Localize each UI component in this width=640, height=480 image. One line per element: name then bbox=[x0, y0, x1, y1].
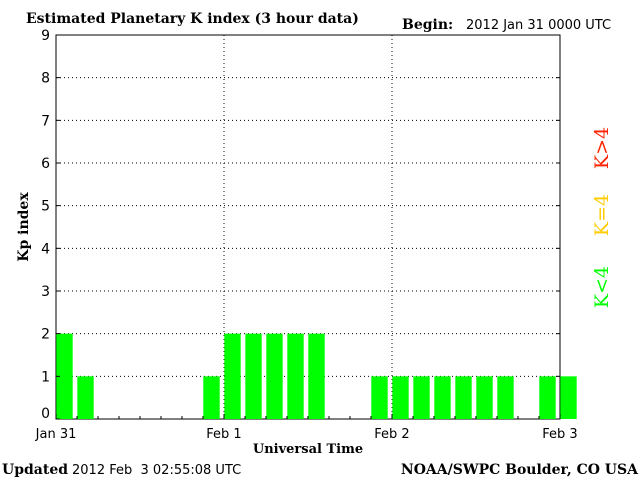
kp-bar bbox=[560, 376, 577, 419]
kp-bar bbox=[392, 376, 409, 419]
y-tick-label: 4 bbox=[41, 241, 50, 257]
y-tick-label: 9 bbox=[41, 28, 50, 44]
kp-bar bbox=[77, 376, 94, 419]
x-tick-label: Feb 1 bbox=[206, 427, 241, 442]
y-ticks: 0 1 2 3 4 5 6 7 8 9 bbox=[41, 28, 560, 422]
kp-bar bbox=[413, 376, 430, 419]
kp-bar bbox=[434, 376, 451, 419]
y-tick-label: 0 bbox=[41, 406, 50, 422]
x-tick-label: Feb 2 bbox=[374, 427, 409, 442]
kp-bar bbox=[224, 333, 241, 419]
kp-bar bbox=[308, 333, 325, 419]
kp-bar bbox=[476, 376, 493, 419]
y-tick-label: 5 bbox=[41, 199, 50, 215]
plot-frame bbox=[55, 34, 561, 420]
y-tick-label: 2 bbox=[41, 327, 50, 343]
grid bbox=[56, 35, 560, 419]
y-tick-label: 6 bbox=[41, 156, 50, 172]
begin-label: Begin: bbox=[402, 17, 453, 33]
kp-bar bbox=[245, 333, 262, 419]
y-tick-label: 7 bbox=[41, 113, 50, 129]
y-tick-label: 8 bbox=[41, 71, 50, 87]
kp-bar bbox=[371, 376, 388, 419]
bars bbox=[56, 333, 577, 419]
legend-item: K=4 bbox=[591, 194, 613, 236]
x-ticks: Jan 31 Feb 1 Feb 2 Feb 3 bbox=[35, 414, 578, 442]
begin-value: 2012 Jan 31 0000 UTC bbox=[466, 18, 611, 33]
legend: K<4 K=4 K>4 bbox=[591, 127, 613, 308]
kp-bar bbox=[287, 333, 304, 419]
x-tick-label: Jan 31 bbox=[35, 427, 77, 442]
plot-area: 0 1 2 3 4 5 6 7 8 9 Jan 31 Feb 1 Feb 2 Feb 3 bbox=[35, 28, 578, 442]
x-tick-label: Feb 3 bbox=[542, 427, 577, 442]
kp-bar bbox=[203, 376, 220, 419]
source-credit: NOAA/SWPC Boulder, CO USA bbox=[401, 462, 639, 478]
kp-bar bbox=[266, 333, 283, 419]
legend-item: K<4 bbox=[591, 266, 613, 308]
updated-label: Updated bbox=[2, 462, 68, 478]
y-tick-label: 1 bbox=[41, 369, 50, 385]
kp-bar bbox=[539, 376, 556, 419]
legend-item: K>4 bbox=[591, 127, 613, 169]
kp-bar bbox=[56, 333, 73, 419]
updated-value: 2012 Feb 3 02:55:08 UTC bbox=[72, 463, 241, 478]
y-axis-label: Kp index bbox=[16, 192, 32, 262]
kp-bar bbox=[497, 376, 514, 419]
chart-title: Estimated Planetary K index (3 hour data… bbox=[26, 11, 359, 27]
x-axis-label: Universal Time bbox=[253, 442, 363, 457]
y-tick-label: 3 bbox=[41, 284, 50, 300]
kp-bar bbox=[455, 376, 472, 419]
